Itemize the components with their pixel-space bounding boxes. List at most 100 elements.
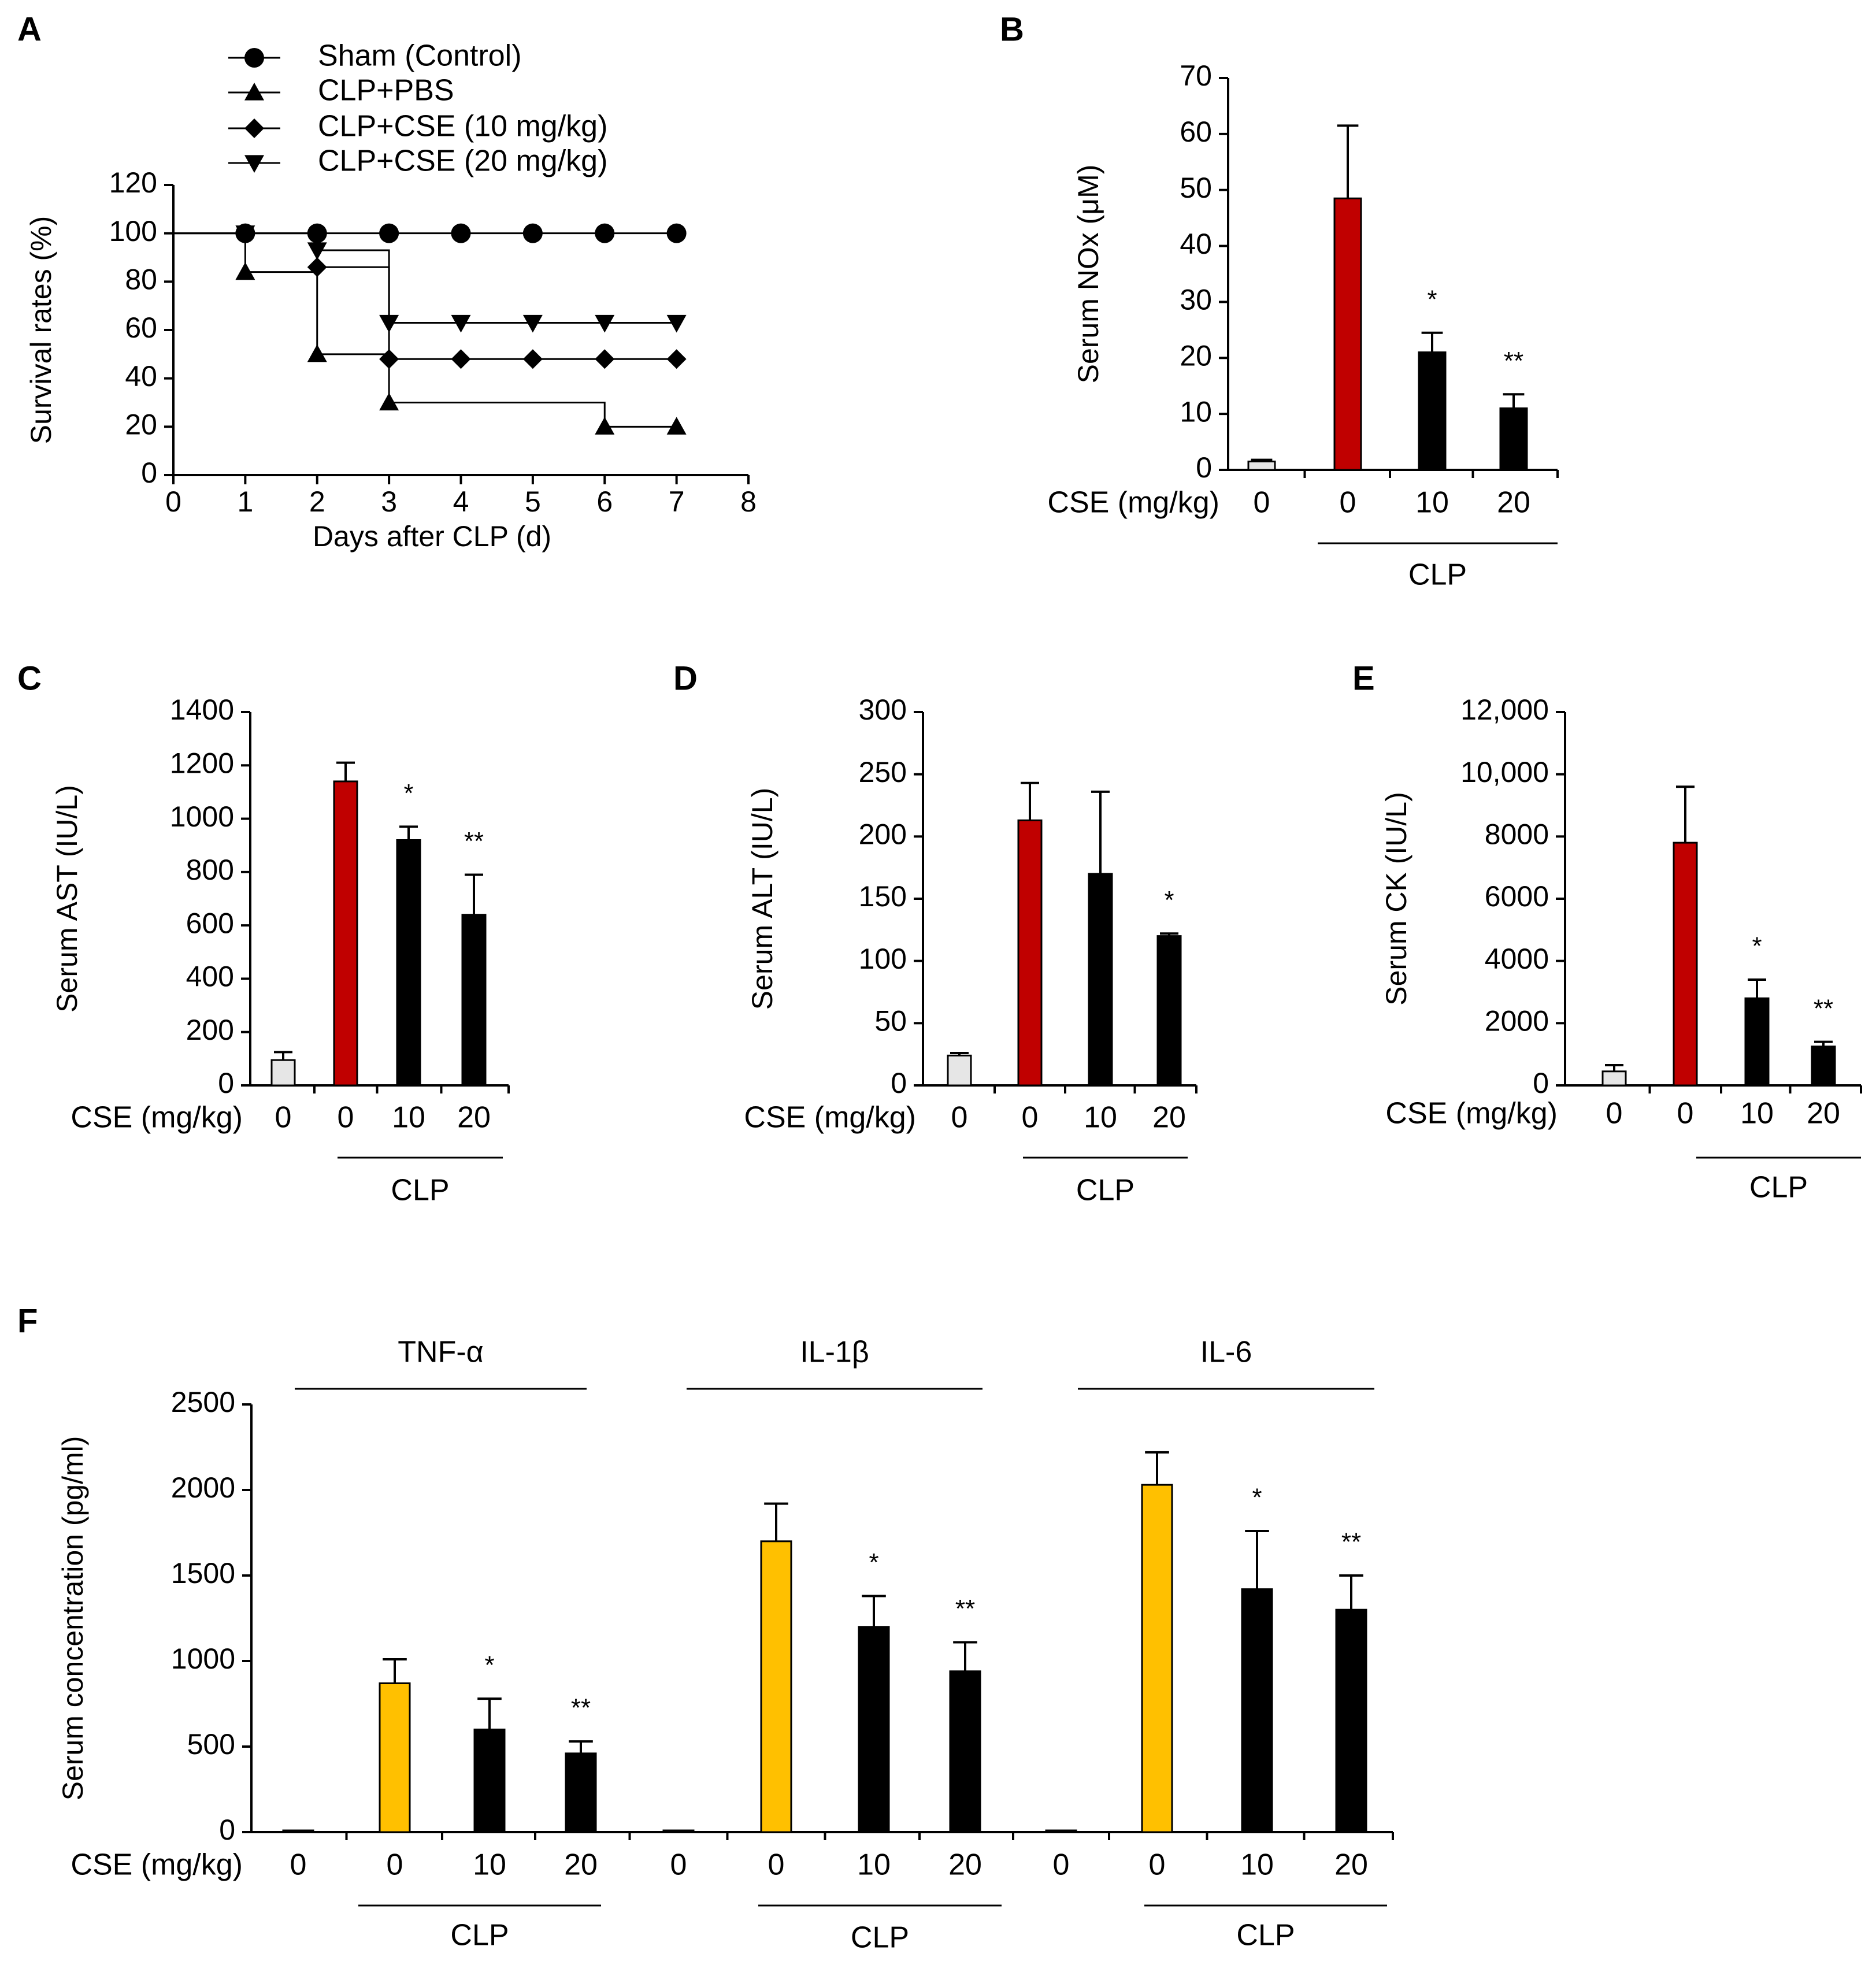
- category-label: 0: [275, 1101, 292, 1135]
- y-tick-label: 2000: [1485, 1005, 1549, 1037]
- category-label: 0: [1606, 1097, 1623, 1130]
- y-tick-label: 1200: [170, 747, 234, 779]
- significance-mark: **: [1814, 994, 1833, 1022]
- y-tick-label: 2500: [171, 1386, 235, 1418]
- bar: [1045, 1829, 1077, 1833]
- category-label: 20: [948, 1848, 982, 1882]
- bar: [1744, 997, 1770, 1087]
- category-label: 0: [290, 1848, 307, 1882]
- panel-letter: E: [1352, 659, 1375, 697]
- marker-triangle-up: [307, 344, 327, 362]
- y-tick-label: 500: [187, 1728, 235, 1760]
- panel-letter: C: [17, 659, 42, 697]
- x-tick-label: 7: [669, 485, 685, 518]
- marker-diamond: [307, 257, 327, 277]
- marker-diamond: [595, 349, 615, 369]
- panel-letter: F: [17, 1302, 38, 1340]
- y-tick-label: 60: [125, 312, 157, 344]
- y-tick-label: 0: [1533, 1067, 1549, 1099]
- marker-circle: [666, 223, 687, 243]
- y-tick-label: 50: [1180, 172, 1212, 204]
- category-label: 0: [768, 1848, 785, 1882]
- category-label: 0: [670, 1848, 687, 1882]
- y-tick-label: 400: [186, 961, 234, 993]
- marker-triangle-down: [379, 314, 399, 333]
- group-label: CLP: [851, 1921, 909, 1955]
- significance-mark: *: [1427, 285, 1437, 313]
- group-label: CLP: [1076, 1174, 1135, 1207]
- cytokine-label: IL-6: [1200, 1336, 1252, 1369]
- category-label: 20: [1334, 1848, 1368, 1882]
- group-label: CLP: [1408, 558, 1467, 592]
- bar: [1141, 1484, 1173, 1833]
- category-label: 0: [338, 1101, 354, 1135]
- significance-mark: *: [403, 779, 413, 807]
- y-tick-label: 50: [874, 1005, 907, 1037]
- panel-d: D 0 50 100 150 200 250 300 Serum ALT (IU/L) 0 0 10 *…: [673, 659, 1197, 1207]
- series-3: [173, 225, 687, 333]
- row-label: CSE (mg/kg): [71, 1848, 243, 1882]
- y-tick-label: 70: [1180, 60, 1212, 92]
- category-label: 0: [1254, 486, 1270, 520]
- x-tick-label: 5: [525, 485, 541, 518]
- x-tick-label: 4: [453, 485, 469, 518]
- significance-mark: **: [1504, 347, 1523, 375]
- category-label: 10: [1740, 1097, 1774, 1130]
- group-label: CLP: [1749, 1171, 1808, 1204]
- bar: [1156, 935, 1182, 1087]
- bar: [1335, 1608, 1367, 1833]
- bar: [1017, 819, 1043, 1087]
- marker-triangle-up: [244, 83, 264, 101]
- marker-circle: [451, 223, 471, 243]
- y-tick-label: 1500: [171, 1557, 235, 1589]
- row-label: CSE (mg/kg): [1047, 486, 1219, 520]
- category-label: 20: [457, 1101, 491, 1135]
- y-axis-title: Serum AST (IU/L): [51, 785, 83, 1013]
- y-tick-label: 100: [109, 215, 157, 247]
- group-label: CLP: [450, 1919, 509, 1952]
- bar: [270, 1059, 296, 1087]
- y-tick-label: 10,000: [1460, 756, 1549, 788]
- y-tick-label: 300: [859, 694, 907, 726]
- marker-triangle-up: [595, 417, 615, 435]
- marker-circle: [379, 223, 399, 243]
- y-tick-label: 12,000: [1460, 694, 1549, 726]
- y-axis-title: Serum CK (IU/L): [1380, 792, 1412, 1006]
- cytokine-label: IL-1β: [800, 1336, 869, 1369]
- significance-mark: *: [1752, 932, 1762, 961]
- bar: [1499, 407, 1528, 471]
- y-tick-label: 0: [1196, 451, 1212, 484]
- group-label: CLP: [1236, 1919, 1295, 1952]
- panel-a: A 0 20 40 60 80 100 120 0 1 2 3 4 5 6 7 8 Days after CLP …: [17, 10, 757, 553]
- marker-diamond: [666, 349, 687, 369]
- y-axis-title: Serum NOx (μM): [1072, 165, 1104, 384]
- row-label: CSE (mg/kg): [744, 1101, 916, 1135]
- marker-circle: [244, 48, 264, 68]
- significance-mark: **: [955, 1595, 975, 1623]
- bar: [282, 1829, 314, 1833]
- y-tick-label: 1000: [170, 800, 234, 833]
- y-tick-label: 60: [1180, 116, 1212, 148]
- category-label: 20: [1497, 486, 1530, 520]
- bar: [461, 914, 487, 1087]
- significance-mark: *: [1164, 886, 1174, 914]
- significance-mark: **: [1341, 1528, 1361, 1556]
- marker-triangle-down: [522, 314, 543, 333]
- marker-diamond: [451, 349, 471, 369]
- panel-letter: A: [17, 10, 42, 48]
- category-label: 10: [1240, 1848, 1274, 1882]
- legend-label: CLP+PBS: [318, 74, 454, 107]
- y-tick-label: 20: [1180, 339, 1212, 372]
- y-tick-label: 200: [859, 818, 907, 851]
- series-line: [173, 232, 677, 360]
- y-tick-label: 250: [859, 756, 907, 788]
- y-tick-label: 4000: [1485, 943, 1549, 975]
- y-tick-label: 80: [125, 264, 157, 296]
- marker-triangle-up: [235, 262, 255, 280]
- category-label: 0: [1149, 1848, 1166, 1882]
- category-label: 0: [1053, 1848, 1070, 1882]
- legend-label: CLP+CSE (20 mg/kg): [318, 144, 607, 178]
- y-tick-label: 1400: [170, 694, 234, 726]
- y-tick-label: 800: [186, 854, 234, 886]
